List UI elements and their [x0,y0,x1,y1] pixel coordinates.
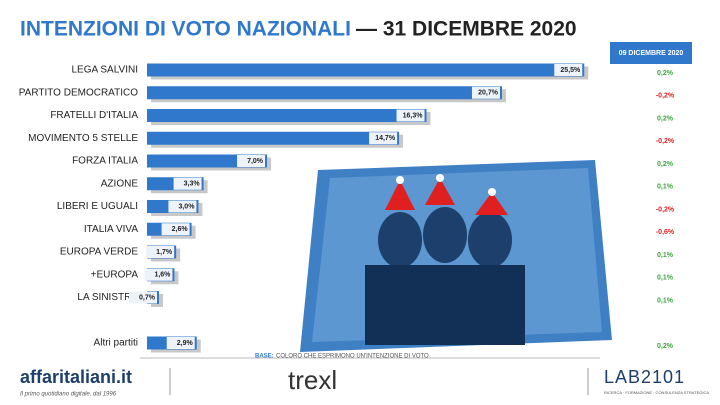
category-label: LA SINISTRA [77,292,138,303]
value-label: 1,7% [156,249,173,256]
bar [147,63,585,77]
value-label-box [146,246,175,258]
chart-title: INTENZIONI DI VOTO NAZIONALI [20,18,351,41]
logo-center: trexl [288,365,337,395]
change-header-box [610,42,692,64]
change-header: 09 DICEMBRE 2020 [619,50,684,57]
change-label: 0,1% [657,184,674,191]
change-label: -0,6% [656,229,675,236]
change-label: 0,1% [657,252,674,259]
logo-left-tagline: Il primo quotidiano digitale, dal 1996 [20,392,117,398]
bar [147,86,502,100]
value-label: 14,7% [375,135,396,142]
value-label: 16,3% [403,112,424,119]
logo-right: LAB2101 [604,367,685,387]
category-label: +EUROPA [91,269,139,280]
value-label-box [554,64,583,76]
value-label-box [166,337,195,349]
value-label: 7,0% [247,158,264,165]
value-label: 0,7% [139,294,156,301]
category-label: PARTITO DEMOCRATICO [19,87,138,98]
value-label-box [237,155,266,167]
category-label: EUROPA VERDE [60,247,138,258]
category-label: FRATELLI D'ITALIA [50,110,138,121]
value-label: 2,9% [177,340,194,347]
category-label: AZIONE [101,178,139,189]
base-label: BASE: [255,354,274,360]
value-label-box [369,132,398,145]
value-label: 1,6% [154,272,171,279]
category-label: LEGA SALVINI [71,65,138,76]
value-label-box [471,86,500,99]
category-label: LIBERI E UGUALI [57,201,138,212]
value-label-box [173,177,202,190]
value-label-box [144,268,173,281]
category-label: FORZA ITALIA [72,156,138,167]
category-label: ITALIA VIVA [84,224,138,235]
change-label: -0,2% [656,93,675,100]
change-label: 0,2% [657,70,674,77]
value-label: 3,3% [184,181,201,188]
value-label: 20,7% [478,90,499,97]
bar [147,131,400,145]
bar [147,109,427,122]
change-label: 0,2% [657,343,674,350]
value-label-box [129,291,158,304]
change-label: 0,2% [657,115,674,122]
value-label-box [161,223,190,236]
change-label: -0,2% [656,206,675,213]
chart-title-date: — 31 DICEMBRE 2020 [356,18,577,41]
category-label: MOVIMENTO 5 STELLE [28,133,138,144]
change-label: 0,1% [657,297,674,304]
photo [300,160,612,352]
value-label-box [168,200,197,213]
change-label: 0,1% [657,275,674,282]
value-label: 25,5% [560,67,581,74]
value-label: 3,0% [178,203,195,210]
change-label: 0,2% [657,161,674,168]
category-label: Altri partiti [94,338,138,349]
bar [147,154,268,168]
logo-left: affaritaliani.it [20,367,132,387]
base-text: COLORO CHE ESPRIMONO UN'INTENZIONE DI VO… [276,354,429,360]
value-label-box [396,109,425,122]
value-label: 2,6% [172,226,189,233]
logo-right-tagline: RICERCA · FORMAZIONE · CONSULENZA STRATE… [604,390,709,395]
change-label: -0,2% [656,138,675,145]
